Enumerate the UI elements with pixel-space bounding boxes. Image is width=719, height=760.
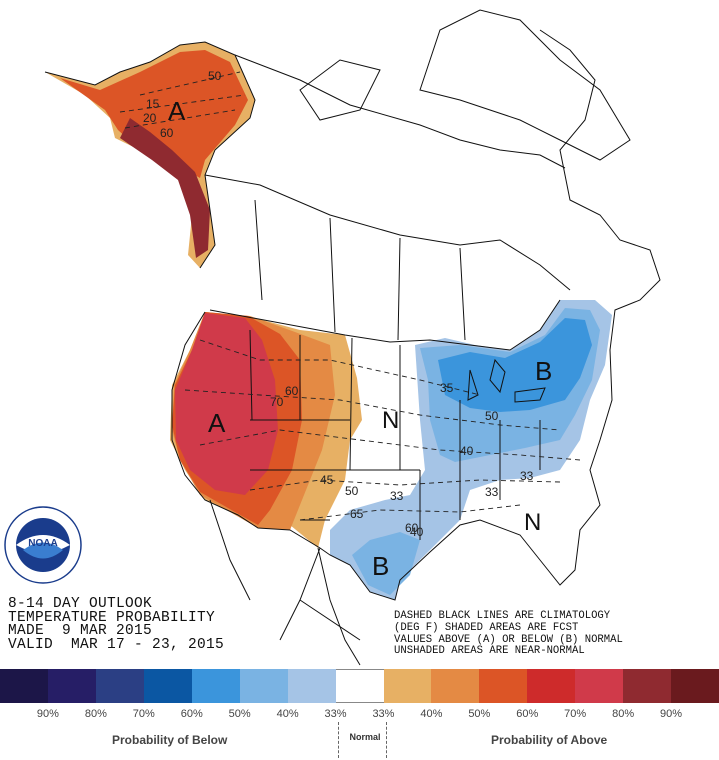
legend-percent-label: 60% [516,708,539,720]
above-caption: Probability of Above [491,733,608,747]
legend-color-bar [0,669,719,703]
climo-label: 20 [143,111,157,125]
outlook-line2: TEMPERATURE PROBABILITY [8,609,216,626]
east-below-label: B [535,356,552,386]
legend-percent-label: 60% [180,708,203,720]
legend-percent-label: 90% [36,708,59,720]
outlook-line4: VALID MAR 17 - 23, 2015 [8,636,225,653]
east-below-region [330,300,612,600]
climatology-value-labels: 50 15 20 60 70 60 45 50 65 33 60 40 35 5… [143,69,534,539]
climo-label: 65 [350,507,364,521]
climo-label: 33 [390,489,404,503]
noaa-logo-text: NOAA [28,538,57,549]
key-text: DASHED BLACK LINES ARE CLIMATOLOGY (DEG … [394,610,623,658]
climo-label: 45 [320,473,334,487]
south-below-label: B [372,551,389,581]
legend-percent-label: 50% [468,708,491,720]
key-line2: (DEG F) SHADED AREAS ARE FCST [394,621,579,634]
below-caption: Probability of Below [112,733,228,747]
legend-swatch [671,669,719,703]
legend-percent-label: 40% [420,708,443,720]
legend-swatch [47,669,96,703]
legend-percent-label: 70% [132,708,155,720]
legend-percent-label: 80% [612,708,635,720]
legend-percent-label: 90% [660,708,683,720]
climo-label: 60 [160,126,174,140]
legend-swatch [479,669,528,703]
climo-label: 33 [485,485,499,499]
legend-swatch [287,669,336,703]
alaska-above-label: A [168,96,186,126]
southeast-near-normal-label: N [524,509,541,536]
climo-label: 35 [440,381,454,395]
climo-label: 33 [520,469,534,483]
west-above-label: A [208,408,226,438]
legend-swatch [431,669,480,703]
climo-label: 50 [485,409,499,423]
legend-swatch [575,669,624,703]
legend-swatch [383,669,432,703]
legend-swatch [239,669,288,703]
normal-divider-right [386,722,387,758]
legend-swatch [0,669,48,703]
legend-percent-label: 50% [228,708,251,720]
legend-percent-label: 33% [372,708,395,720]
legend-swatch [191,669,240,703]
noaa-logo: NOAA [4,506,82,584]
climo-label: 60 [285,384,299,398]
climo-label: 70 [270,395,284,409]
key-line4: UNSHADED AREAS ARE NEAR-NORMAL [394,645,585,658]
alaska-above-region [45,42,255,268]
outlook-info: 8-14 DAY OUTLOOK TEMPERATURE PROBABILITY… [8,596,225,653]
climatology-lines [119,71,581,521]
climo-label: 15 [146,97,160,111]
climo-label: 40 [410,525,424,539]
normal-divider-left [338,722,339,758]
climo-label: 60 [405,521,419,535]
key-line3: VALUES ABOVE (A) OR BELOW (B) NORMAL [394,633,623,646]
key-line1: DASHED BLACK LINES ARE CLIMATOLOGY [394,610,611,622]
legend-percent-label: 80% [84,708,107,720]
temperature-outlook-map: A A B B N N 50 15 20 60 70 60 45 50 65 3… [44,9,661,666]
outlook-line3: MADE 9 MAR 2015 [8,623,153,640]
outlook-line1: 8-14 DAY OUTLOOK [8,596,153,612]
climo-label: 40 [460,444,474,458]
legend-swatch [95,669,144,703]
legend-percent-label: 40% [276,708,299,720]
normal-caption: Normal [349,732,381,742]
legend-swatch [527,669,576,703]
legend-swatch [143,669,192,703]
climo-label: 50 [208,69,222,83]
plains-near-normal-label: N [382,407,399,434]
climo-label: 50 [345,484,359,498]
legend-percent-label: 33% [324,708,347,720]
legend-swatch [335,669,384,703]
west-above-region [170,312,362,548]
legend-swatch [623,669,672,703]
map-outlines [44,9,661,666]
legend-percent-label: 70% [564,708,587,720]
